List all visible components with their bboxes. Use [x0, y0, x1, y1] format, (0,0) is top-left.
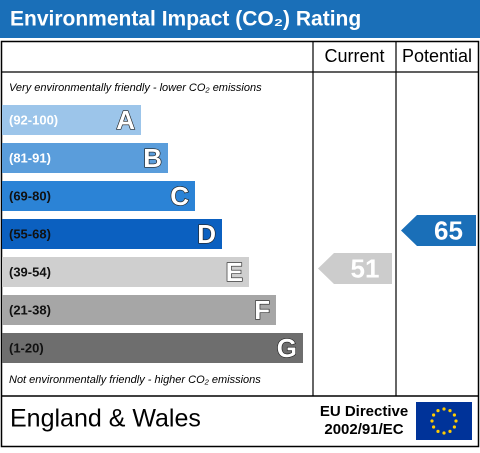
rating-arrow — [401, 215, 476, 246]
eu-star — [436, 409, 440, 413]
eu-star — [430, 419, 434, 423]
eu-star — [432, 425, 436, 429]
band-letter: D — [197, 219, 216, 249]
top-note: Very environmentally friendly - lower CO… — [9, 82, 262, 94]
band-letter: G — [277, 333, 297, 363]
column-header: Current — [324, 46, 384, 66]
column-header: Potential — [402, 46, 472, 66]
rating-arrow — [318, 253, 392, 284]
band-letter: A — [116, 105, 135, 135]
band-bar — [2, 257, 249, 287]
band-range: (1-20) — [9, 340, 44, 355]
rating-value: 51 — [351, 253, 380, 283]
eu-star — [432, 413, 436, 417]
band-letter: C — [170, 181, 189, 211]
bottom-note: Not environmentally friendly - higher CO… — [9, 374, 261, 386]
directive: 2002/91/EC — [324, 421, 403, 438]
eu-star — [448, 429, 452, 433]
band-bar — [2, 295, 276, 325]
frame — [0, 40, 480, 448]
band-letter: F — [254, 295, 270, 325]
rating-value: 65 — [434, 215, 463, 245]
directive: EU Directive — [320, 403, 408, 420]
band-letter: E — [226, 257, 243, 287]
eu-star — [454, 419, 458, 423]
region: England & Wales — [10, 405, 201, 433]
eu-stars — [430, 407, 458, 435]
eu-star — [452, 425, 456, 429]
band-range: (81-91) — [9, 150, 51, 165]
band-range: (55-68) — [9, 226, 51, 241]
band-range: (69-80) — [9, 188, 51, 203]
band-range: (39-54) — [9, 264, 51, 279]
eu-star — [442, 431, 446, 435]
band-bar — [2, 181, 195, 211]
eu-star — [452, 413, 456, 417]
band-range: (92-100) — [9, 112, 58, 127]
title-bar — [0, 0, 480, 38]
band-letter: B — [143, 143, 162, 173]
band-range: (21-38) — [9, 302, 51, 317]
eu-star — [436, 429, 440, 433]
eu-star — [442, 407, 446, 411]
band-bar — [2, 143, 168, 173]
chart-title: Environmental Impact (CO₂) Rating — [10, 8, 361, 31]
eu-star — [448, 409, 452, 413]
band-bar — [2, 105, 141, 135]
band-bar — [2, 219, 222, 249]
band-bar — [2, 333, 303, 363]
